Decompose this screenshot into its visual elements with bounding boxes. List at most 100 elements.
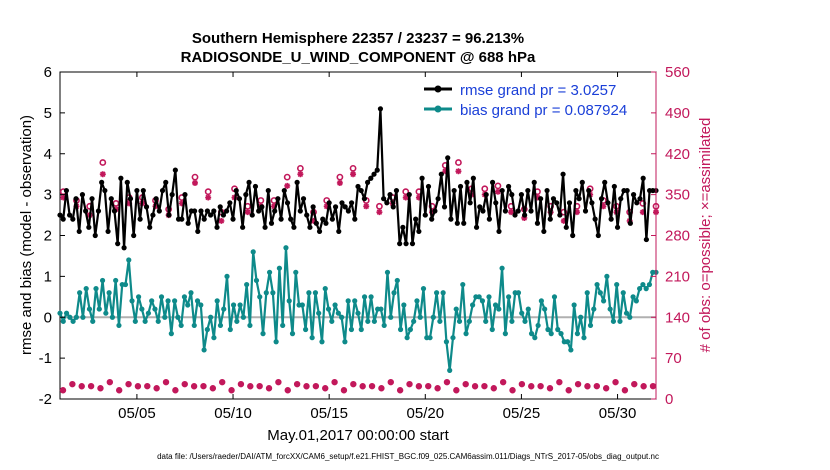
- bias-point: [270, 290, 276, 296]
- bias-point: [139, 306, 145, 312]
- obs-assimilated-marker: [350, 171, 357, 178]
- rmse-point: [201, 216, 207, 222]
- rmse-point: [179, 216, 185, 222]
- rmse-point: [243, 192, 249, 198]
- rmse-point: [425, 183, 432, 190]
- bias-point: [558, 331, 564, 337]
- rmse-point: [86, 224, 92, 230]
- obs-assimilated-low-marker: [556, 379, 563, 385]
- bias-point: [470, 302, 476, 308]
- rmse-point: [195, 228, 201, 235]
- rmse-point: [140, 187, 146, 194]
- obs-assimilated-marker: [521, 214, 528, 221]
- rmse-point: [166, 212, 172, 218]
- rmse-point: [73, 196, 79, 202]
- bias-point: [355, 310, 361, 316]
- rmse-point: [233, 187, 239, 194]
- y-tick-label: 6: [44, 64, 52, 81]
- bias-point: [224, 273, 230, 279]
- obs-assimilated-low-marker: [425, 383, 432, 389]
- obs-assimilated-low-marker: [612, 379, 619, 385]
- bias-point: [165, 298, 171, 304]
- right-tick-label: 350: [665, 187, 690, 204]
- bias-point: [106, 290, 112, 296]
- rmse-series: [57, 106, 659, 251]
- bias-point: [142, 318, 148, 324]
- obs-assimilated-low-marker: [266, 385, 272, 392]
- bias-point: [568, 347, 574, 353]
- obs-assimilated-marker: [494, 188, 501, 195]
- obs-assimilated-marker: [363, 203, 370, 210]
- obs-assimilated-marker: [560, 217, 567, 224]
- rmse-point: [115, 241, 121, 247]
- bias-point: [244, 281, 250, 288]
- legend-bias-label: bias grand pr = 0.087924: [460, 102, 627, 119]
- obs-assimilated-low-marker: [78, 383, 85, 390]
- rmse-point: [79, 192, 86, 198]
- rmse-point: [554, 200, 560, 206]
- bias-point: [443, 339, 450, 345]
- bias-point: [646, 281, 653, 288]
- bias-point: [126, 257, 132, 263]
- rmse-point: [291, 224, 297, 230]
- rmse-point: [246, 179, 252, 185]
- x-tick-label: 05/15: [310, 405, 348, 422]
- rmse-point: [67, 212, 73, 218]
- rmse-point: [368, 175, 374, 181]
- rmse-point: [393, 187, 400, 194]
- rmse-point: [496, 228, 502, 235]
- obs-assimilated-low-marker: [481, 383, 488, 389]
- bias-point: [240, 314, 246, 320]
- obs-possible-marker: [402, 188, 410, 196]
- obs-assimilated-low-marker: [313, 383, 319, 389]
- rmse-point: [326, 200, 332, 206]
- rmse-point: [550, 196, 557, 202]
- bias-point: [198, 302, 204, 308]
- rmse-point: [358, 187, 364, 194]
- bias-point: [509, 318, 515, 324]
- legend-rmse-marker: [434, 85, 442, 93]
- bias-point: [371, 318, 377, 324]
- bias-point: [522, 318, 528, 324]
- bias-point: [257, 294, 263, 300]
- rmse-point: [624, 187, 630, 194]
- rmse-point: [643, 236, 649, 243]
- obs-assimilated-marker: [99, 171, 106, 178]
- rmse-point: [137, 216, 143, 222]
- obs-assimilated-low-marker: [462, 381, 469, 387]
- bias-point: [548, 331, 554, 337]
- bias-point: [247, 322, 253, 329]
- rmse-point: [204, 208, 210, 214]
- rmse-point: [99, 179, 105, 185]
- bias-point: [591, 306, 597, 312]
- bias-point: [414, 298, 420, 304]
- bias-point: [250, 249, 256, 255]
- rmse-point: [461, 220, 467, 226]
- obs-assimilated-low-marker: [144, 383, 151, 389]
- rmse-point: [355, 183, 361, 190]
- bias-point: [280, 322, 286, 329]
- rmse-point: [224, 208, 230, 214]
- obs-assimilated-low-marker: [219, 379, 226, 385]
- right-tick-label: 280: [665, 228, 690, 245]
- bias-point: [617, 318, 623, 324]
- bias-point: [168, 331, 174, 337]
- right-tick-label: 490: [665, 105, 690, 122]
- x-tick-label: 05/05: [118, 405, 156, 422]
- obs-assimilated-low-marker: [528, 383, 535, 390]
- bias-point: [483, 318, 489, 324]
- bias-point: [276, 265, 283, 271]
- bias-point: [614, 281, 620, 288]
- obs-assimilated-low-marker: [210, 385, 216, 392]
- rmse-point: [579, 179, 585, 185]
- obs-assimilated-low-marker: [519, 381, 525, 387]
- obs-assimilated-low-marker: [397, 387, 403, 394]
- obs-possible-marker: [336, 173, 344, 181]
- bias-point: [266, 269, 273, 275]
- bias-point: [263, 290, 269, 296]
- bias-point: [194, 298, 201, 304]
- rmse-point: [477, 204, 483, 210]
- rmse-point: [294, 179, 300, 185]
- rmse-point: [342, 204, 348, 210]
- bias-point: [217, 322, 224, 329]
